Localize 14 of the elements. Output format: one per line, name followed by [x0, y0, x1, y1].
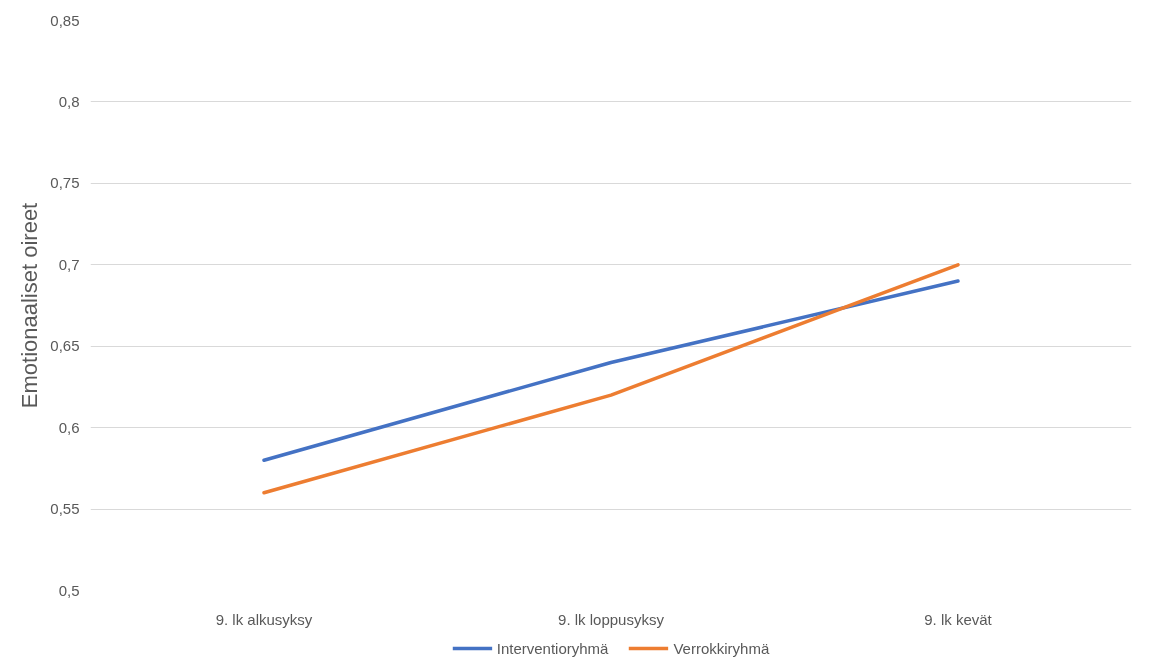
- y-tick-label: 0,65: [50, 337, 80, 355]
- x-tick-label: 9. lk alkusyksy: [215, 610, 313, 628]
- y-tick-label: 0,5: [58, 581, 80, 599]
- y-tick-label: 0,85: [50, 11, 80, 29]
- y-tick-label: 0,75: [50, 174, 80, 192]
- y-tick-label: 0,7: [58, 255, 80, 273]
- y-tick-label: 0,6: [58, 418, 80, 436]
- legend-label: Verrokkiryhmä: [673, 639, 770, 657]
- y-axis-title: Emotionaaliset oireet: [17, 202, 43, 409]
- x-tick-label: 9. lk kevät: [924, 610, 993, 628]
- legend-label: Interventioryhmä: [496, 639, 609, 657]
- y-tick-label: 0,55: [50, 500, 80, 518]
- x-tick-label: 9. lk loppusyksy: [558, 610, 665, 628]
- y-tick-label: 0,8: [58, 92, 80, 110]
